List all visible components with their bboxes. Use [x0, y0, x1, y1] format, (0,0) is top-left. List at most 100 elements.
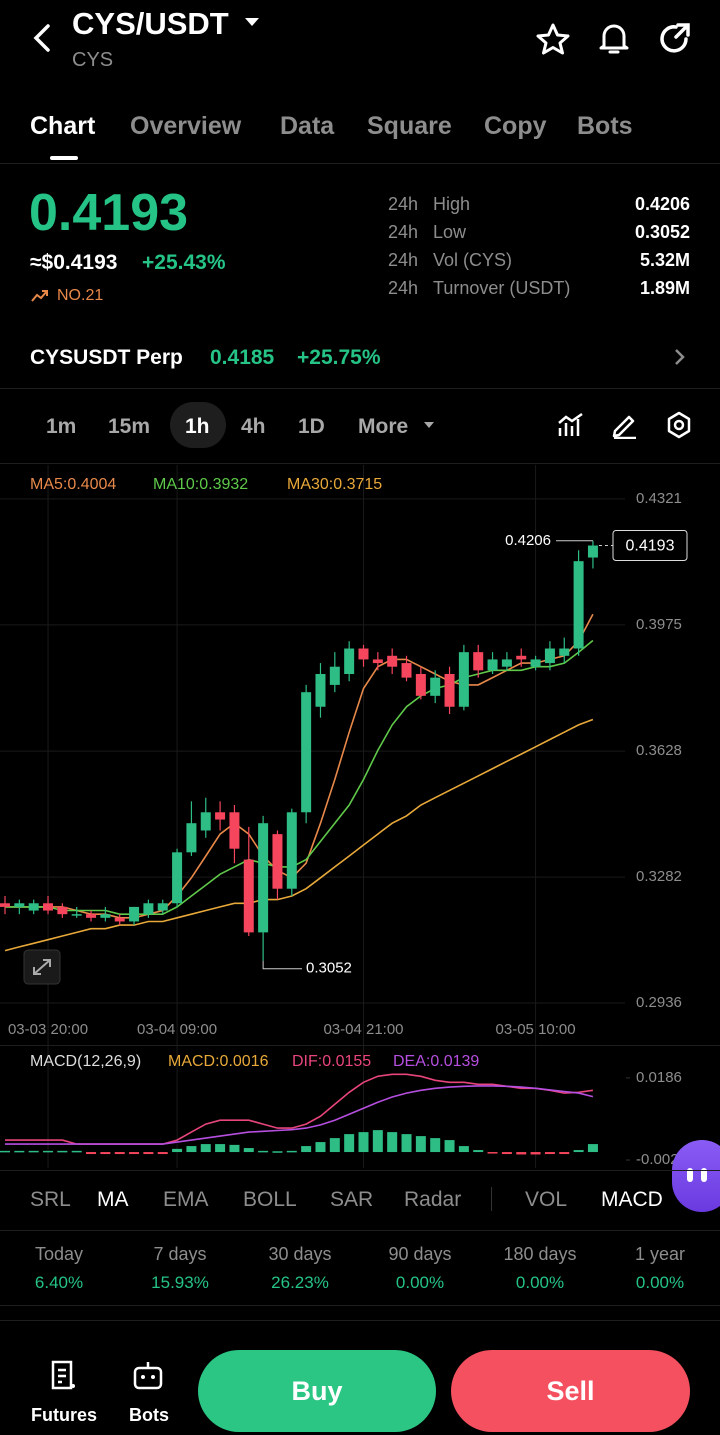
pair-title[interactable]: CYS/USDT: [72, 6, 229, 41]
indicator-tab[interactable]: MACD: [601, 1188, 663, 1211]
rank-icon: [31, 290, 48, 302]
candle-body: [301, 692, 312, 813]
indicator-tab[interactable]: SAR: [330, 1188, 374, 1211]
futures-label[interactable]: Futures: [31, 1405, 98, 1425]
last-price-label: 0.4193: [626, 538, 675, 555]
divider: [0, 1230, 720, 1231]
candle-body: [473, 652, 484, 671]
candle-body: [415, 673, 426, 696]
assistant-bubble[interactable]: [672, 1140, 720, 1212]
candle-body: [358, 648, 369, 660]
indicator-icon[interactable]: [557, 411, 585, 439]
perp-name[interactable]: CYSUSDT Perp: [30, 346, 183, 369]
macd-bar: [114, 1152, 125, 1155]
interval[interactable]: 15m: [108, 415, 151, 438]
tab[interactable]: Square: [367, 112, 452, 140]
indicator-tab[interactable]: SRL: [30, 1188, 71, 1211]
macd-bar: [43, 1150, 54, 1153]
expand-button[interactable]: [23, 949, 61, 985]
macd-title: MACD(12,26,9): [30, 1053, 141, 1070]
tab[interactable]: Chart: [30, 112, 96, 140]
macd-bar: [587, 1144, 598, 1153]
alert-icon[interactable]: [597, 20, 631, 56]
candle-body: [100, 914, 111, 918]
candle-body: [315, 673, 326, 707]
stat-period: 24h: [388, 222, 419, 242]
settings-icon[interactable]: [665, 411, 693, 439]
candle-body: [458, 652, 469, 707]
x-tick-label: 03-05 10:00: [496, 1021, 576, 1038]
candle-body: [401, 663, 412, 678]
divider: [0, 1170, 720, 1171]
stat-label: Low: [433, 222, 467, 242]
return-value: 6.40%: [34, 1273, 84, 1292]
macd-bar: [544, 1152, 555, 1155]
tab[interactable]: Data: [280, 112, 335, 140]
rank: NO.21: [57, 287, 104, 304]
interval[interactable]: 4h: [241, 415, 266, 438]
return-period: 180 days: [503, 1244, 577, 1264]
favorite-icon[interactable]: [535, 22, 571, 56]
pair-dropdown[interactable]: [244, 16, 260, 28]
macd-bar: [358, 1132, 369, 1153]
sell-button[interactable]: Sell: [451, 1350, 690, 1432]
macd-bar: [272, 1151, 283, 1153]
indicator-tab[interactable]: EMA: [163, 1188, 209, 1211]
legend-entry: DIF:0.0155: [292, 1053, 371, 1070]
macd-bar: [86, 1152, 97, 1155]
divider: [0, 163, 720, 164]
macd-bar: [401, 1134, 412, 1153]
stat-label: Turnover (USDT): [433, 278, 571, 298]
legend-entry: MACD:0.0016: [168, 1053, 269, 1070]
legend-entry: DEA:0.0139: [393, 1053, 479, 1070]
candle-body: [501, 659, 512, 667]
bots-label[interactable]: Bots: [129, 1405, 169, 1425]
tab[interactable]: Copy: [484, 112, 547, 140]
indicator-tab[interactable]: VOL: [525, 1188, 568, 1211]
candle-body: [114, 917, 125, 922]
interval[interactable]: 1D: [298, 415, 325, 438]
macd-bar: [473, 1150, 484, 1153]
tab[interactable]: Bots: [577, 112, 633, 140]
candle-body: [14, 903, 25, 907]
tab[interactable]: Overview: [130, 112, 242, 140]
candle-body: [487, 659, 498, 671]
base-asset: CYS: [72, 49, 114, 71]
stat-label: Vol (CYS): [433, 250, 513, 270]
interval[interactable]: 1m: [46, 415, 77, 438]
interval-more[interactable]: More: [358, 415, 409, 438]
candle-body: [0, 903, 10, 907]
buy-button[interactable]: Buy: [198, 1350, 436, 1432]
candle-body: [129, 906, 140, 922]
return-period: 7 days: [153, 1244, 207, 1264]
candle-body: [516, 655, 527, 660]
back-button[interactable]: [28, 22, 56, 54]
futures-icon[interactable]: [49, 1360, 79, 1392]
macd-bar: [430, 1138, 441, 1153]
indicator-tab[interactable]: BOLL: [243, 1188, 297, 1211]
macd-bar: [501, 1152, 512, 1155]
macd-bar: [444, 1140, 455, 1153]
usd-price: ≈$0.4193: [30, 251, 118, 274]
macd-bar: [387, 1132, 398, 1153]
indicator-tab[interactable]: MA: [97, 1188, 129, 1211]
return-period: 1 year: [634, 1244, 686, 1264]
x-tick-label: 03-04 21:00: [323, 1021, 403, 1038]
candle-body: [329, 666, 340, 685]
return-value: 15.93%: [151, 1273, 209, 1292]
perp-price: 0.4185: [210, 346, 275, 369]
macd-bar: [258, 1150, 269, 1153]
indicator-tab[interactable]: Radar: [404, 1188, 462, 1211]
bots-icon[interactable]: [132, 1360, 164, 1392]
legend-entry: MA30:0.3715: [287, 476, 382, 493]
draw-icon[interactable]: [611, 411, 639, 439]
y-tick-label: -0.002: [636, 1151, 679, 1168]
macd-bar: [57, 1150, 68, 1153]
candle-body: [559, 648, 570, 656]
candle-body: [86, 914, 97, 918]
share-icon[interactable]: [658, 21, 692, 55]
interval[interactable]: 1h: [185, 415, 210, 438]
candle-body: [57, 906, 68, 915]
chevron[interactable]: [674, 348, 686, 366]
y-tick-label: 0.3975: [636, 616, 682, 633]
